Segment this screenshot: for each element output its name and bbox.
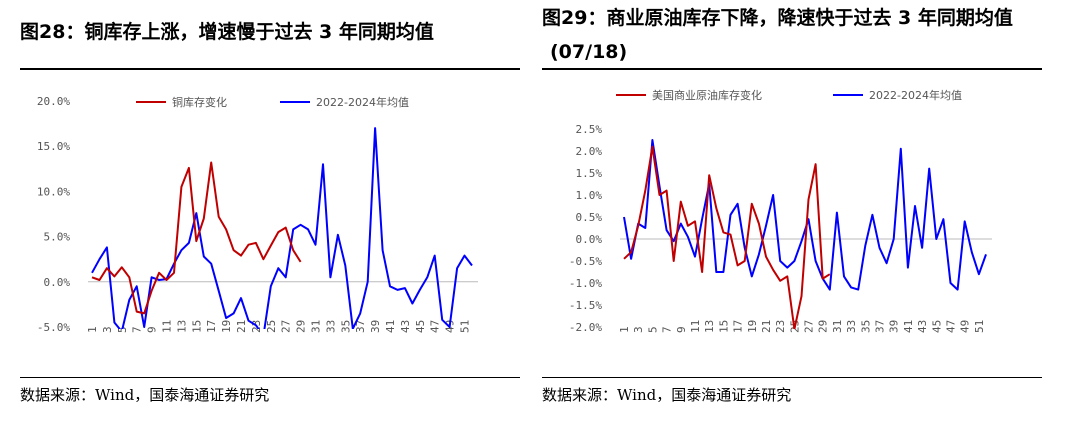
x-tick-label: 17 — [732, 320, 745, 333]
x-tick-label: 1 — [86, 326, 99, 333]
x-tick-label: 19 — [746, 320, 759, 333]
left-chart: 20.0%15.0%10.0%5.0%0.0%-5.0% 1 3 5 7 9 11 13 15 1… — [37, 95, 478, 334]
legend-label-blue: 2022-2024年均值 — [869, 88, 962, 102]
x-tick-label: 27 — [803, 320, 816, 333]
x-tick-label: 35 — [339, 320, 352, 333]
y-tick-label: -0.5% — [569, 255, 602, 268]
right-figure-subtitle: (07/18) — [550, 41, 628, 63]
x-tick-label: 9 — [675, 326, 688, 333]
x-tick-label: 41 — [902, 320, 915, 333]
x-tick-label: 47 — [945, 320, 958, 333]
x-tick-label: 1 — [618, 326, 631, 333]
y-tick-label: 1.0% — [576, 189, 603, 202]
right-title-rule — [542, 68, 1042, 70]
right-chart: 2.5% 2.0% 1.5% 1.0% 0.5% 0.0% -0.5% -1.0% -1.5% -… — [569, 88, 992, 334]
series-line-blue — [623, 139, 987, 291]
x-tick-label: 35 — [859, 320, 872, 333]
left-figure-title: 图28：铜库存上涨，增速慢于过去 3 年同期均值 — [20, 21, 434, 43]
x-tick-label: 41 — [384, 320, 397, 333]
x-tick-label: 51 — [973, 320, 986, 333]
x-tick-label: 21 — [235, 320, 248, 333]
x-tick-label: 33 — [845, 320, 858, 333]
plot-area — [623, 139, 987, 329]
left-data-source: 数据来源：Wind，国泰海通证券研究 — [20, 386, 270, 404]
y-tick-label: 2.0% — [576, 145, 603, 158]
x-tick-label: 43 — [399, 320, 412, 333]
x-tick-label: 5 — [646, 326, 659, 333]
x-tick-label: 3 — [101, 326, 114, 333]
y-tick-label: -1.0% — [569, 277, 602, 290]
x-tick-label: 33 — [324, 320, 337, 333]
x-tick-label: 21 — [760, 320, 773, 333]
x-tick-label: 47 — [429, 320, 442, 333]
x-tick-label: 17 — [205, 320, 218, 333]
y-tick-label: 15.0% — [37, 140, 70, 153]
x-tick-label: 7 — [131, 326, 144, 333]
series-line-red — [623, 145, 831, 329]
x-tick-label: 45 — [930, 320, 943, 333]
x-tick-label: 15 — [717, 320, 730, 333]
y-tick-label: -1.5% — [569, 299, 602, 312]
x-tick-label: 29 — [817, 320, 830, 333]
legend-label-red: 铜库存变化 — [172, 95, 227, 109]
series-line-blue — [91, 127, 473, 329]
series-line-red — [91, 161, 302, 315]
y-tick-label: 0.0% — [576, 233, 603, 246]
x-tick-label: 43 — [916, 320, 929, 333]
x-tick-label: 27 — [280, 320, 293, 333]
x-tick-label: 15 — [190, 320, 203, 333]
right-figure-title: 图29：商业原油库存下降，降速快于过去 3 年同期均值 — [542, 7, 1013, 29]
x-tick-label: 29 — [295, 320, 308, 333]
y-tick-label: 1.5% — [576, 167, 603, 180]
x-tick-label: 7 — [661, 326, 674, 333]
x-tick-label: 39 — [369, 320, 382, 333]
right-bottom-rule — [542, 377, 1042, 378]
x-tick-label: 23 — [774, 320, 787, 333]
y-tick-label: 2.5% — [576, 123, 603, 136]
x-tick-label: 3 — [632, 326, 645, 333]
legend-label-red: 美国商业原油库存变化 — [652, 88, 762, 102]
x-tick-label: 45 — [414, 320, 427, 333]
x-tick-label: 31 — [310, 320, 323, 333]
x-tick-label: 31 — [831, 320, 844, 333]
x-tick-label: 13 — [175, 320, 188, 333]
left-figure-panel: 图28：铜库存上涨，增速慢于过去 3 年同期均值 20.0% 15.0% 10.0%… — [20, 0, 540, 428]
x-tick-label: 13 — [703, 320, 716, 333]
y-tick-label: 10.0% — [37, 185, 70, 198]
legend-label-blue: 2022-2024年均值 — [316, 95, 409, 109]
x-tick-label: 39 — [888, 320, 901, 333]
plot-area — [91, 127, 473, 329]
right-data-source: 数据来源：Wind，国泰海通证券研究 — [542, 386, 792, 404]
y-tick-label: -5.0% — [37, 321, 70, 334]
x-tick-label: 37 — [354, 320, 367, 333]
x-tick-label: 37 — [874, 320, 887, 333]
x-tick-label: 49 — [959, 320, 972, 333]
y-tick-label: -2.0% — [569, 321, 602, 334]
x-tick-label: 5 — [116, 326, 129, 333]
x-tick-label: 11 — [689, 320, 702, 333]
left-title-rule — [20, 68, 520, 70]
y-tick-label: 5.0% — [44, 231, 71, 244]
right-figure-panel: 图29：商业原油库存下降，降速快于过去 3 年同期均值 (07/18) 2.5%… — [542, 0, 1062, 428]
y-tick-label: 0.5% — [576, 211, 603, 224]
x-tick-label: 51 — [459, 320, 472, 333]
x-tick-label: 11 — [161, 320, 174, 333]
y-tick-label: 0.0% — [44, 276, 71, 289]
x-tick-label: 9 — [146, 326, 159, 333]
x-tick-label: 25 — [265, 320, 278, 333]
y-tick-label: 20.0% — [37, 95, 70, 108]
left-bottom-rule — [20, 377, 520, 378]
x-tick-label: 19 — [220, 320, 233, 333]
